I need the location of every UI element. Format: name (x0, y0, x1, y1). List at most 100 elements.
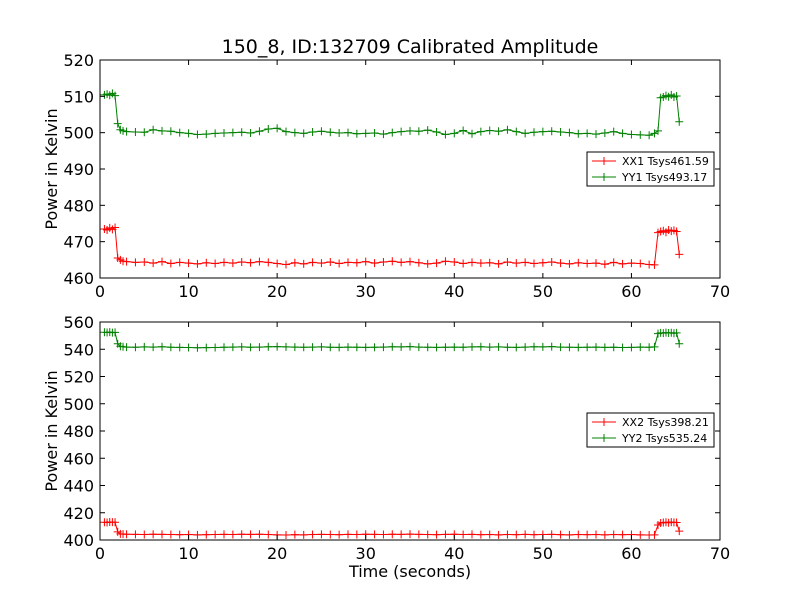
data-point (317, 342, 326, 351)
data-point (583, 343, 592, 352)
y-tick-label: 470 (63, 233, 94, 252)
data-point (414, 127, 423, 136)
y-axis-label: Power in Kelvin (42, 108, 61, 229)
data-point (264, 125, 273, 134)
data-point (485, 258, 494, 267)
data-point (158, 342, 166, 351)
legend-marker (600, 418, 608, 426)
legend-box (586, 151, 715, 187)
data-point (308, 343, 317, 352)
data-point (326, 343, 335, 352)
data-point (255, 257, 264, 266)
data-point (264, 258, 273, 267)
x-tick-label: 10 (178, 544, 198, 563)
data-point (583, 129, 592, 138)
data-point (565, 128, 574, 137)
data-point (432, 259, 441, 268)
data-point (592, 343, 600, 352)
data-point (592, 530, 600, 539)
data-point (335, 259, 344, 268)
data-point (397, 530, 406, 539)
data-point (184, 259, 193, 268)
data-point (299, 530, 308, 539)
data-point (211, 259, 220, 268)
data-point (344, 128, 352, 137)
data-point (538, 127, 547, 136)
data-point (111, 223, 120, 232)
x-axis-label: Time (seconds) (348, 562, 471, 581)
legend-entry: YY1 Tsys493.17 (621, 171, 707, 184)
data-point (476, 259, 485, 268)
series-1-2 (100, 89, 684, 140)
data-point (308, 530, 317, 539)
data-point (308, 127, 317, 136)
data-point (503, 343, 512, 352)
data-point (370, 129, 379, 138)
data-point (370, 259, 379, 268)
data-point (344, 258, 352, 267)
data-point (193, 130, 202, 139)
data-point (521, 530, 530, 539)
y-tick-label: 560 (63, 313, 94, 332)
data-point (556, 127, 565, 136)
data-point (675, 250, 684, 259)
data-point (450, 258, 459, 267)
data-point (556, 259, 565, 268)
y-tick-label: 480 (63, 196, 94, 215)
data-point (335, 530, 344, 539)
data-point (317, 127, 326, 136)
data-point (282, 342, 290, 351)
data-point (352, 530, 361, 539)
y-tick-label: 490 (63, 160, 94, 179)
data-point (565, 259, 574, 268)
x-tick-label: 20 (267, 282, 287, 301)
y-tick-label: 510 (63, 87, 94, 106)
series-2-2 (100, 328, 684, 352)
data-point (468, 129, 476, 138)
data-point (149, 125, 158, 134)
figure-title: 150_8, ID:132709 Calibrated Amplitude (222, 36, 599, 58)
data-point (308, 258, 317, 267)
data-point (547, 342, 556, 351)
x-tick-label: 30 (356, 544, 376, 563)
x-tick-label: 40 (444, 544, 464, 563)
y-axis-label: Power in Kelvin (42, 370, 61, 491)
data-point (397, 127, 406, 136)
data-point (512, 127, 521, 136)
data-point (246, 129, 255, 138)
data-point (592, 259, 600, 268)
data-point (335, 343, 344, 352)
data-point (220, 258, 228, 267)
data-point (650, 530, 659, 539)
data-point (211, 343, 220, 352)
data-point (494, 127, 503, 136)
y-tick-label: 500 (63, 124, 94, 143)
data-point (299, 129, 308, 138)
data-point (406, 530, 414, 539)
data-point (228, 530, 237, 539)
x-tick-label: 50 (533, 282, 553, 301)
data-point (122, 343, 131, 352)
data-point (166, 127, 175, 136)
data-point (228, 259, 237, 268)
data-point (494, 530, 503, 539)
data-point (220, 530, 228, 539)
data-point (282, 127, 290, 136)
data-point (246, 530, 255, 539)
data-point (406, 126, 414, 135)
data-point (583, 530, 592, 539)
data-point (184, 343, 193, 352)
x-tick-label: 40 (444, 282, 464, 301)
data-point (140, 530, 149, 539)
data-point (202, 530, 211, 539)
data-point (592, 130, 600, 139)
data-point (530, 259, 538, 268)
y-tick-label: 400 (63, 531, 94, 550)
data-point (158, 530, 166, 539)
data-point (352, 129, 361, 138)
data-point (512, 343, 521, 352)
data-point (600, 260, 609, 269)
data-point (503, 530, 512, 539)
data-point (459, 259, 468, 268)
data-point (618, 129, 627, 138)
